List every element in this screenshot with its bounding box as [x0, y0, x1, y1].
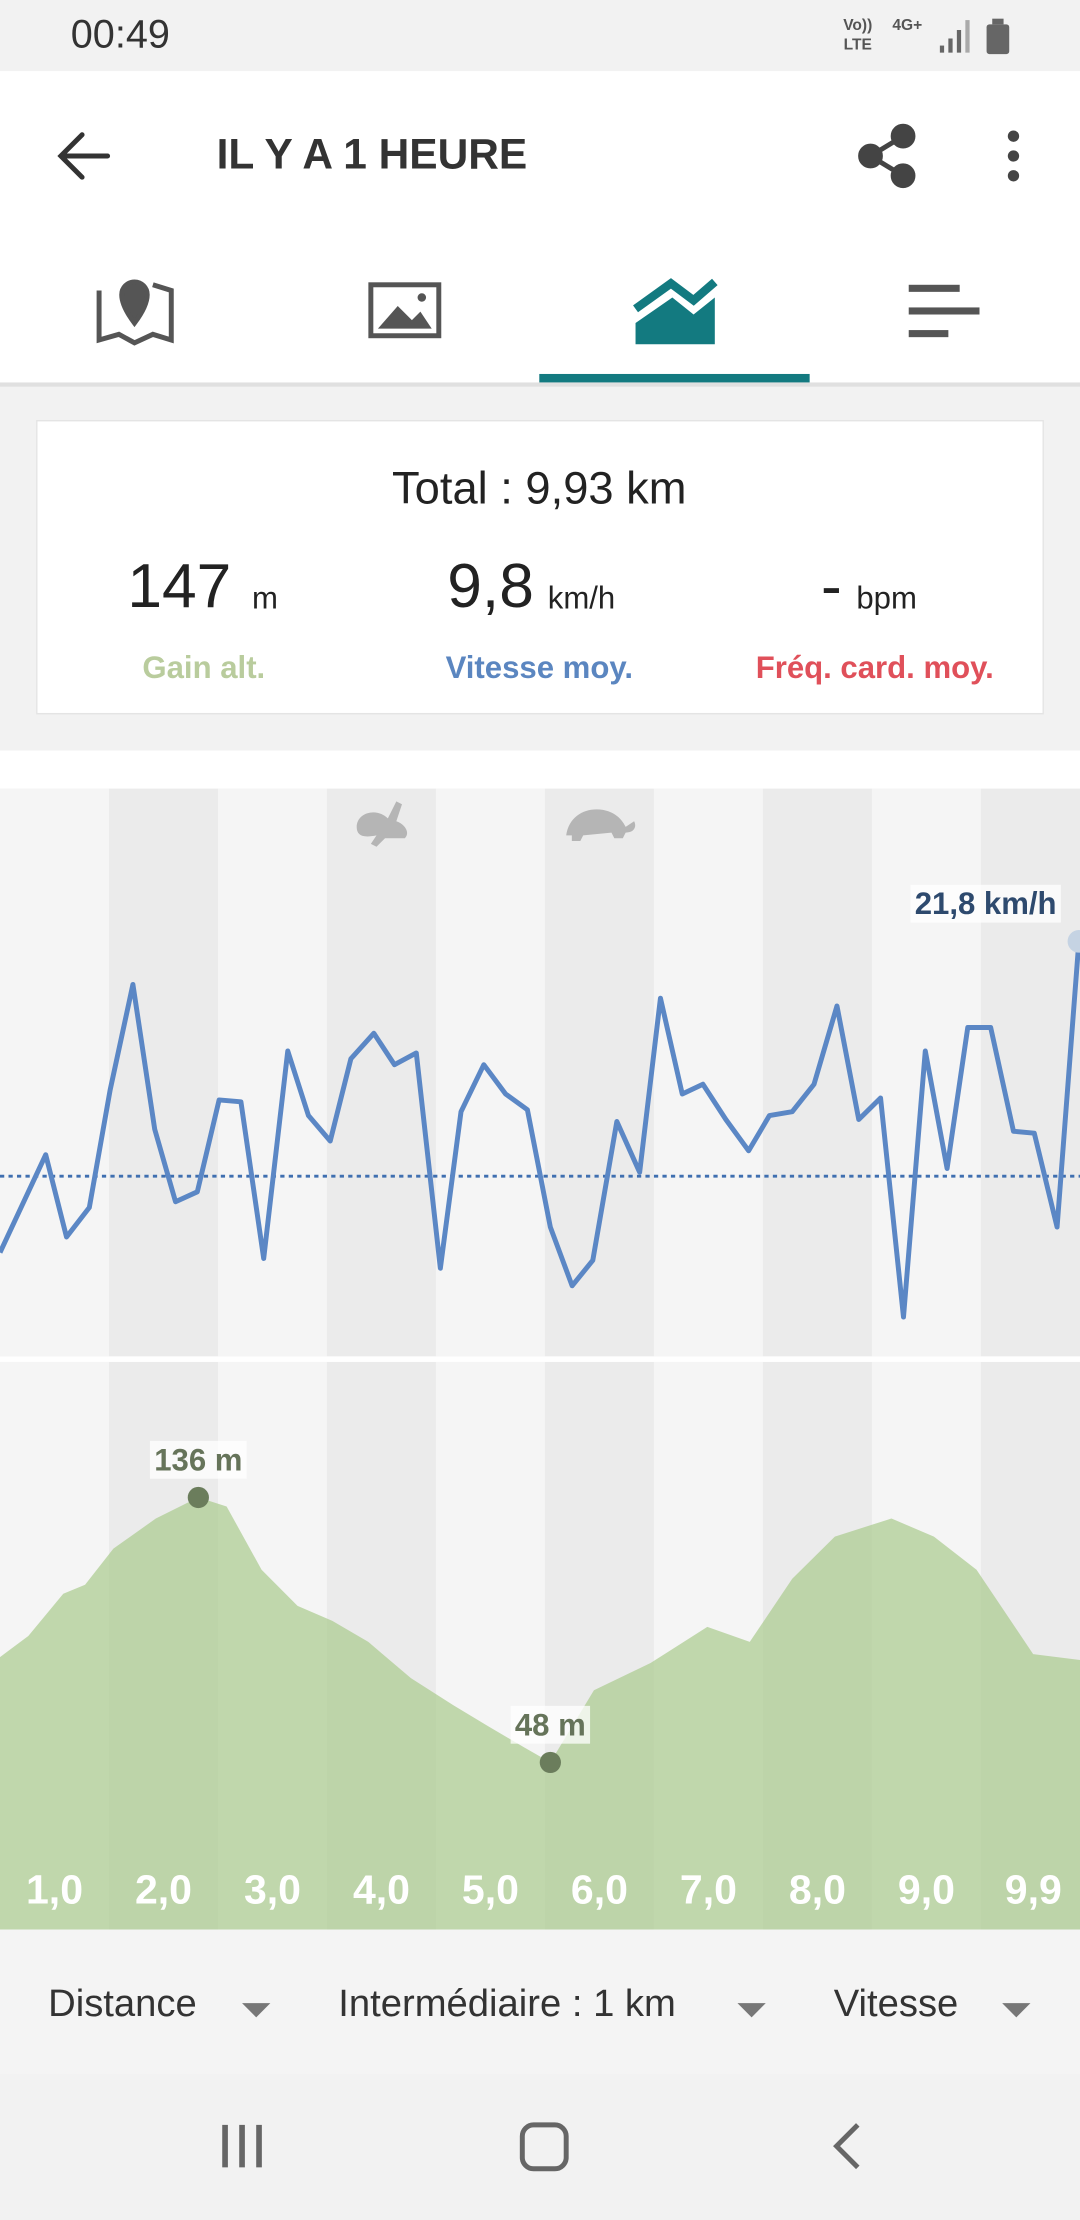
- chart-separator: [0, 1356, 1080, 1362]
- distance-label: 5,0: [462, 1867, 519, 1913]
- tab-indicator: [539, 373, 810, 383]
- screen-title: IL Y A 1 HEURE: [217, 131, 528, 178]
- annotation-dot: [187, 1486, 209, 1509]
- volte-top: Vo)): [843, 17, 872, 34]
- distance-label: 2,0: [135, 1867, 192, 1913]
- tab-chart[interactable]: [633, 278, 718, 345]
- km-band: [544, 788, 654, 1357]
- distance-label: 8,0: [789, 1867, 846, 1913]
- annotation-label-bg: [510, 1705, 591, 1744]
- battery-cap: [992, 18, 1004, 25]
- hare-icon: [356, 801, 408, 847]
- stat-unit: km/h: [548, 581, 615, 616]
- annotation-dot: [1067, 930, 1080, 953]
- km-band: [980, 788, 1080, 1357]
- distance-label: 3,0: [244, 1867, 301, 1913]
- stat-unit: bpm: [856, 581, 917, 616]
- network-type: 4G+: [892, 17, 922, 34]
- app-bar: [0, 71, 1080, 383]
- annotation-label: 48 m: [515, 1707, 586, 1742]
- speed-line: [0, 941, 1080, 1320]
- distance-label: 9,0: [898, 1867, 955, 1913]
- tab-photos[interactable]: [368, 282, 442, 339]
- stat-value: 9,8: [447, 552, 534, 621]
- signal-icon: [939, 20, 970, 53]
- menu-button[interactable]: [1007, 130, 1020, 182]
- stat-label: Fréq. card. moy.: [756, 650, 994, 685]
- distance-label: 7,0: [680, 1867, 737, 1913]
- dropdown-arrow: [737, 2003, 766, 2018]
- elevation-area: [0, 1497, 1080, 1930]
- km-band: [217, 788, 327, 1357]
- tab-map[interactable]: [96, 279, 174, 346]
- nav-home[interactable]: [519, 2122, 569, 2172]
- stat-unit: m: [252, 581, 278, 616]
- volte-bottom: LTE: [844, 37, 872, 54]
- km-band: [0, 788, 109, 1357]
- stat-value: -: [821, 552, 842, 621]
- distance-label: 9,9: [1005, 1867, 1062, 1913]
- status-bar: [0, 0, 1080, 72]
- annotation-dot: [539, 1751, 561, 1774]
- summary-card: [36, 419, 1044, 715]
- nav-bar: [0, 2073, 1080, 2220]
- annotation-label-bg: [910, 884, 1061, 923]
- app-bar-shadow: [0, 382, 1080, 387]
- dropdown-arrow: [242, 2003, 271, 2018]
- annotation-label: 136 m: [154, 1442, 242, 1477]
- turtle-icon: [566, 809, 636, 842]
- km-band: [108, 788, 218, 1357]
- metric-select[interactable]: Vitesse: [834, 1982, 959, 2025]
- km-band: [653, 788, 763, 1357]
- stat-label: Vitesse moy.: [446, 650, 633, 685]
- footer-bar: [0, 1929, 1080, 2074]
- status-time: 00:49: [71, 13, 170, 57]
- x-axis-select[interactable]: Distance: [48, 1982, 197, 2025]
- dropdown-arrow: [1002, 2003, 1031, 2018]
- tab-splits[interactable]: [908, 284, 980, 338]
- chart-top-margin: [0, 750, 1080, 789]
- total-distance: Total : 9,93 km: [392, 462, 686, 513]
- stat-value: 147: [127, 552, 231, 621]
- distance-label: 6,0: [571, 1867, 628, 1913]
- battery-icon: [986, 24, 1010, 55]
- split-select[interactable]: Intermédiaire : 1 km: [338, 1982, 676, 2025]
- annotation-label: 21,8 km/h: [915, 886, 1057, 921]
- annotation-label-bg: [149, 1440, 247, 1479]
- charts: 21,8 km/h 136 m 48 m 1,0 2,0 3,0 4,0 5,0 6,0 7,0 8…: [0, 788, 1080, 1930]
- back-button[interactable]: [57, 132, 111, 180]
- km-band: [871, 788, 981, 1357]
- stat-label: Gain alt.: [142, 650, 265, 685]
- share-button[interactable]: [858, 123, 916, 189]
- distance-label: 4,0: [353, 1867, 410, 1913]
- nav-back[interactable]: [833, 2123, 860, 2170]
- nav-recents[interactable]: [222, 2124, 262, 2168]
- distance-label: 1,0: [26, 1867, 83, 1913]
